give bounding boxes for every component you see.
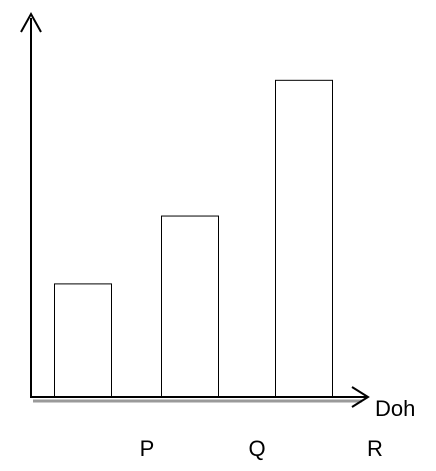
x-axis-arrowhead bbox=[351, 386, 370, 408]
bars-layer bbox=[54, 79, 333, 398]
x-tick-label-Q: Q bbox=[248, 436, 265, 461]
bar-R bbox=[275, 79, 333, 398]
x-tick-label-R: R bbox=[367, 436, 383, 461]
bar-Q bbox=[161, 215, 219, 398]
axes-layer bbox=[20, 11, 370, 408]
bar-P bbox=[54, 283, 112, 398]
x-axis-title: Doh bbox=[375, 396, 415, 421]
labels-layer: Doh P Q R bbox=[140, 396, 416, 461]
x-tick-label-P: P bbox=[140, 436, 155, 461]
y-axis-arrowhead bbox=[20, 11, 42, 33]
